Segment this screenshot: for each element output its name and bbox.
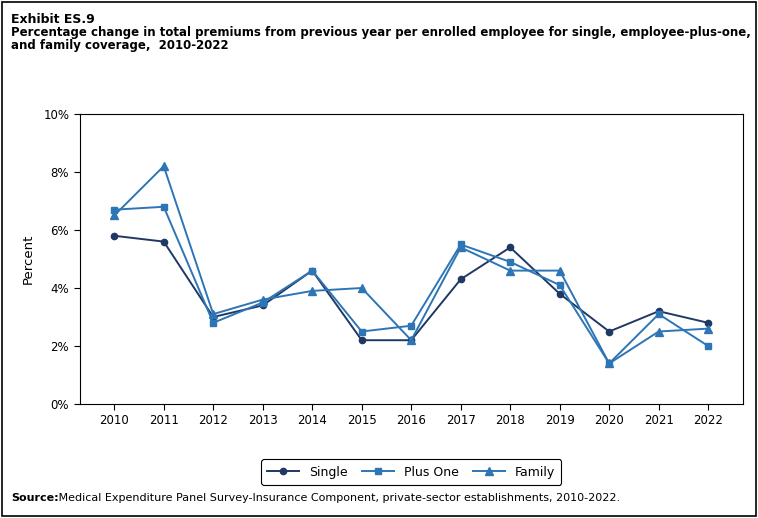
Text: Medical Expenditure Panel Survey-Insurance Component, private-sector establishme: Medical Expenditure Panel Survey-Insuran… [55,494,620,503]
Text: Percentage change in total premiums from previous year per enrolled employee for: Percentage change in total premiums from… [11,26,751,39]
Text: Source:: Source: [11,494,59,503]
Legend: Single, Plus One, Family: Single, Plus One, Family [262,459,561,485]
Text: Exhibit ES.9: Exhibit ES.9 [11,13,95,26]
Y-axis label: Percent: Percent [22,234,35,284]
Text: and family coverage,  2010-2022: and family coverage, 2010-2022 [11,39,229,52]
